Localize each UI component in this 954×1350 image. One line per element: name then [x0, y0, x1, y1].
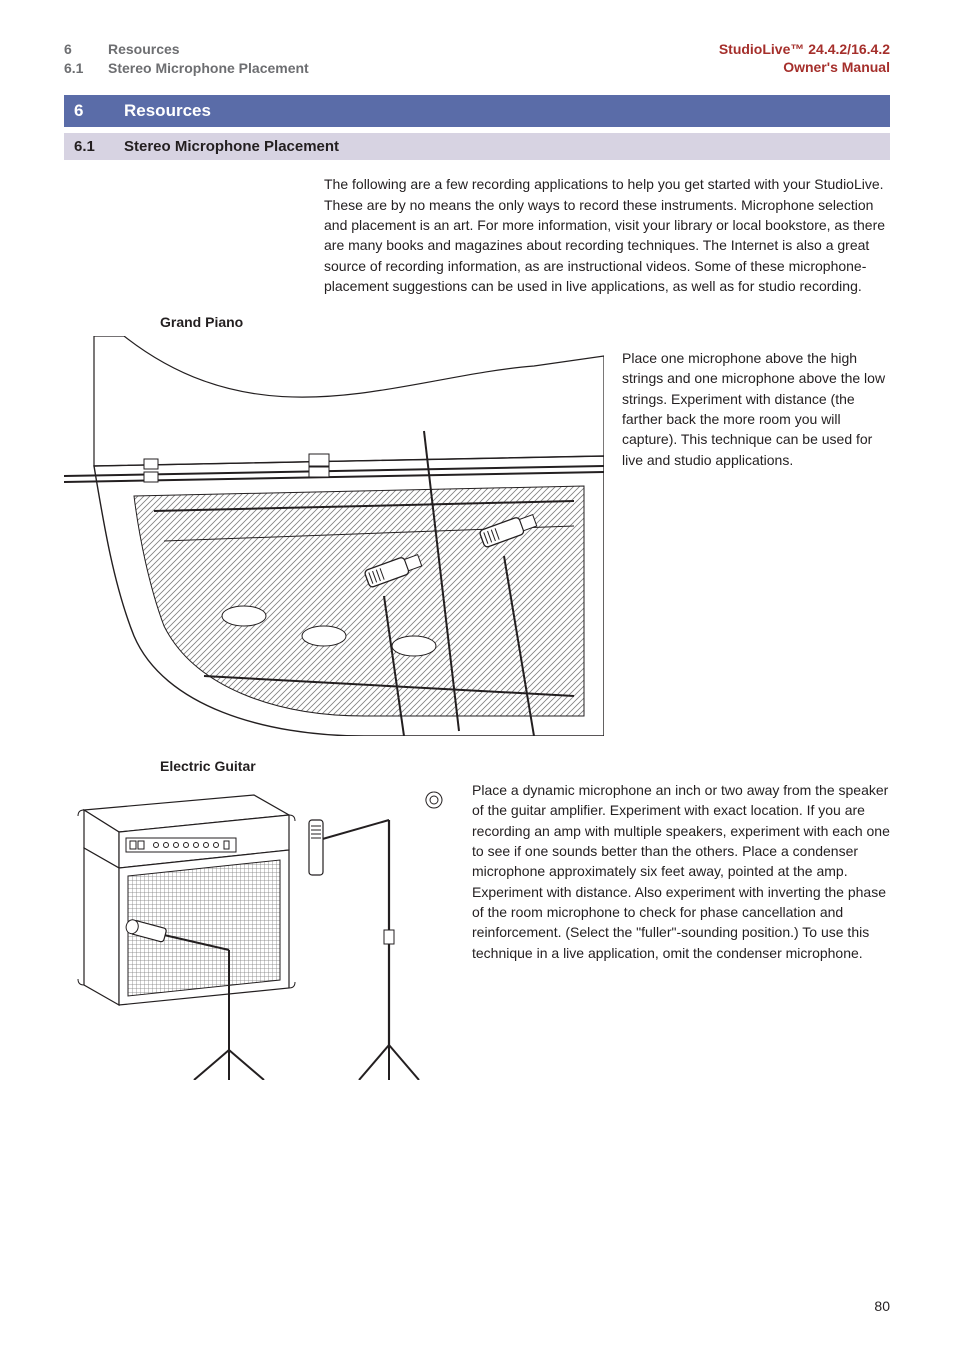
guitar-row: Place a dynamic microphone an inch or tw… [64, 780, 890, 1080]
section-number: 6.1 [74, 138, 124, 155]
header-right: StudioLive™ 24.4.2/16.4.2 Owner's Manual [719, 40, 890, 76]
piano-heading: Grand Piano [160, 314, 890, 330]
page-number: 80 [874, 1298, 890, 1314]
guitar-amp-diagram [64, 780, 454, 1080]
product-name: StudioLive™ 24.4.2/16.4.2 [719, 40, 890, 58]
doc-type: Owner's Manual [719, 58, 890, 76]
piano-paragraph: Place one microphone above the high stri… [622, 336, 890, 470]
intro-paragraph: The following are a few recording applic… [324, 174, 890, 296]
header-subsection-number: 6.1 [64, 59, 108, 77]
guitar-paragraph: Place a dynamic microphone an inch or tw… [472, 780, 890, 963]
header-section-number: 6 [64, 40, 108, 58]
chapter-number: 6 [74, 101, 124, 121]
guitar-heading: Electric Guitar [160, 758, 890, 774]
chapter-title: Resources [124, 101, 880, 121]
header-left: 6 Resources 6.1 Stereo Microphone Placem… [64, 40, 309, 77]
section-bar: 6.1 Stereo Microphone Placement [64, 133, 890, 160]
header-section-title: Resources [108, 40, 309, 58]
chapter-bar: 6 Resources [64, 95, 890, 127]
grand-piano-diagram [64, 336, 604, 736]
piano-row: Place one microphone above the high stri… [64, 336, 890, 736]
section-title: Stereo Microphone Placement [124, 138, 880, 155]
header-subsection-title: Stereo Microphone Placement [108, 59, 309, 77]
page-header: 6 Resources 6.1 Stereo Microphone Placem… [64, 40, 890, 77]
